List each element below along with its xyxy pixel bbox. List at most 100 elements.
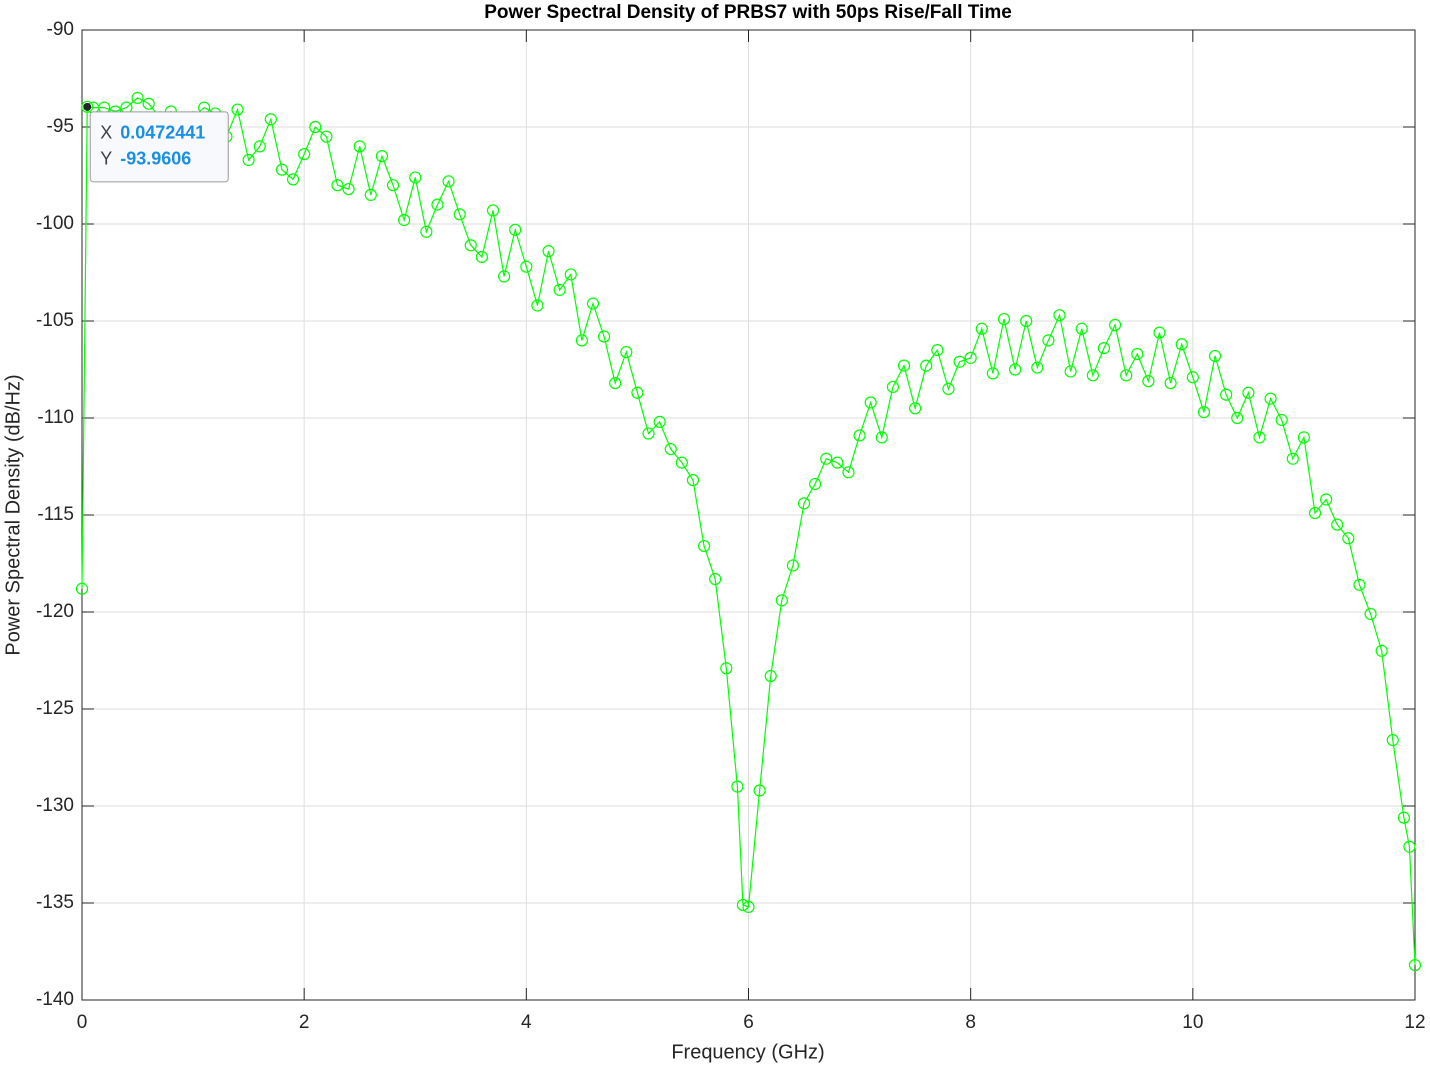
y-tick-label: -115	[37, 504, 74, 525]
data-point	[242, 153, 255, 167]
data-point	[542, 245, 555, 258]
data-point	[1020, 314, 1033, 328]
data-point	[142, 97, 155, 110]
x-tick-label: 8	[965, 1012, 976, 1033]
data-point	[831, 456, 844, 469]
datatip-label: Y	[100, 149, 112, 169]
data-point	[931, 344, 944, 357]
data-point	[498, 270, 511, 283]
data-point	[631, 386, 644, 399]
data-point	[553, 283, 566, 297]
x-tick-label: 6	[743, 1012, 754, 1033]
data-point	[753, 784, 766, 797]
y-tick-label: -95	[47, 116, 74, 137]
data-point	[609, 376, 622, 390]
datatip-box	[89, 111, 229, 183]
data-point	[1042, 334, 1055, 347]
y-tick-label: -100	[36, 213, 74, 234]
data-point	[442, 175, 455, 188]
data-point	[953, 355, 966, 368]
data-point	[520, 260, 533, 273]
datatip-value: -93.9606	[120, 149, 191, 169]
data-point	[353, 140, 366, 153]
data-point	[686, 473, 700, 487]
y-axis-label: Power Spectral Density (dB/Hz)	[2, 374, 24, 655]
data-point	[1231, 411, 1244, 425]
datatip-label: X	[100, 123, 112, 143]
data-point	[131, 91, 144, 105]
data-point	[1064, 365, 1077, 378]
data-point	[1120, 369, 1133, 382]
data-point	[398, 214, 411, 227]
data-point	[797, 497, 811, 510]
y-tick-label: -110	[37, 407, 74, 428]
data-point	[1086, 369, 1099, 382]
data-point	[1364, 607, 1377, 621]
data-point	[942, 382, 955, 395]
data-point	[642, 427, 655, 440]
data-point	[720, 662, 733, 675]
data-point	[409, 171, 422, 184]
x-tick-label: 10	[1182, 1012, 1203, 1033]
data-point	[975, 322, 988, 335]
data-point	[342, 182, 355, 196]
data-point	[1108, 318, 1122, 331]
data-point	[964, 351, 977, 364]
data-point	[1297, 431, 1311, 444]
data-point	[986, 367, 999, 380]
datatip-value: 0.0472441	[120, 123, 205, 143]
data-point	[586, 297, 600, 310]
data-point	[1175, 338, 1188, 351]
data-point	[875, 431, 888, 444]
data-point	[531, 299, 544, 312]
data-point	[997, 312, 1011, 326]
data-point	[464, 239, 477, 252]
data-point	[1208, 349, 1222, 363]
y-tick-label: -135	[36, 892, 74, 913]
data-point	[1320, 493, 1333, 506]
data-point	[1408, 958, 1422, 972]
data-point	[1153, 326, 1166, 339]
data-point	[1186, 371, 1199, 384]
data-point	[909, 402, 922, 415]
data-point	[1308, 506, 1322, 520]
data-point	[597, 330, 611, 343]
data-point	[431, 198, 444, 211]
data-point	[709, 572, 722, 586]
data-point	[375, 150, 389, 163]
data-point	[253, 140, 266, 153]
data-point	[231, 103, 244, 116]
data-point	[486, 204, 500, 217]
y-tick-label: -140	[36, 989, 74, 1010]
data-point	[1008, 363, 1022, 376]
data-point	[364, 188, 377, 201]
data-point	[1031, 361, 1044, 374]
y-tick-label: -120	[36, 601, 74, 622]
x-tick-label: 12	[1404, 1012, 1425, 1033]
data-point	[853, 429, 866, 442]
data-point	[298, 148, 311, 161]
data-point	[420, 225, 433, 238]
data-point	[1353, 578, 1366, 591]
data-point	[286, 173, 300, 186]
data-point	[509, 223, 522, 236]
data-point	[697, 539, 711, 553]
y-tick-label: -90	[47, 19, 74, 40]
data-point	[620, 345, 633, 359]
data-point	[842, 466, 855, 479]
data-point	[453, 208, 466, 221]
data-point	[736, 898, 750, 912]
data-point	[564, 268, 577, 281]
data-point	[1286, 452, 1299, 465]
data-point	[764, 669, 777, 683]
data-point	[731, 780, 744, 793]
plot-frame	[81, 29, 1416, 1001]
data-point	[475, 250, 488, 264]
chart-title: Power Spectral Density of PRBS7 with 50p…	[484, 2, 1012, 23]
data-point	[1142, 375, 1155, 388]
data-point	[1386, 733, 1399, 747]
data-point	[653, 415, 666, 428]
data-point	[1164, 376, 1177, 390]
data-point	[1403, 840, 1416, 853]
